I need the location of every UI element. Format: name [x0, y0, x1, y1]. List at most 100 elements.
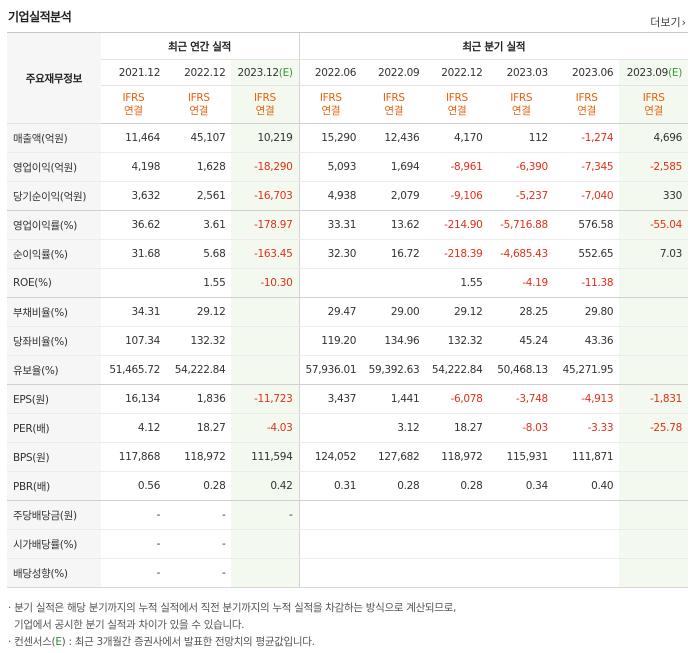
value-cell: -8,961: [425, 152, 489, 182]
value-cell: 134.96: [362, 326, 426, 356]
value-cell: 5.68: [166, 239, 232, 269]
ifrs-header: IFRS 연결: [425, 85, 489, 124]
value-cell: -6,078: [425, 384, 489, 414]
value-cell: 4,170: [425, 123, 489, 153]
footnote-3-e: E: [55, 636, 62, 648]
ifrs-header: IFRS 연결: [231, 85, 300, 124]
period-header: 2023.09(E): [619, 59, 688, 86]
value-cell: 4.12: [100, 413, 167, 443]
value-cell: -5,237: [488, 181, 554, 211]
value-cell: [231, 355, 300, 385]
row-label: 영업이익(억원): [7, 152, 101, 182]
value-cell: 16.72: [362, 239, 426, 269]
ifrs-label: IFRS: [642, 91, 665, 104]
footnote-1: · 분기 실적은 해당 분기까지의 누적 실적에서 직전 분기까지의 누적 실적…: [8, 602, 457, 614]
value-cell: 29.12: [166, 297, 232, 327]
value-cell: [553, 558, 620, 588]
table-row: ROE(%) 1.55 -10.30 1.55 -4.19 -11.38: [7, 268, 688, 298]
row-label: 배당성향(%): [7, 558, 101, 588]
financial-table-body: 매출액(억원) 11,464 45,107 10,219 15,290 12,436 4,1…: [7, 123, 688, 588]
value-cell: 115,931: [488, 442, 554, 472]
value-cell: 1.55: [166, 268, 232, 298]
row-label: 영업이익률(%): [7, 210, 101, 240]
value-cell: -4.03: [231, 413, 300, 443]
value-cell: 28.25: [488, 297, 554, 327]
footnotes: · 분기 실적은 해당 분기까지의 누적 실적에서 직전 분기까지의 누적 실적…: [8, 600, 456, 651]
value-cell: [619, 558, 688, 588]
value-cell: 29.12: [425, 297, 489, 327]
table-row: 유보율(%) 51,465.72 54,222.84 57,936.01 59,392.…: [7, 355, 688, 385]
estimate-mark: (E): [278, 66, 293, 79]
value-cell: 118,972: [166, 442, 232, 472]
value-cell: -218.39: [425, 239, 489, 269]
ifrs-header: IFRS 연결: [488, 85, 554, 124]
footnote-3-post: ) : 최근 3개월간 증권사에서 발표한 전망치의 평균값입니다.: [61, 636, 315, 648]
value-cell: 32.30: [299, 239, 363, 269]
value-cell: 1,441: [362, 384, 426, 414]
value-cell: -4,685.43: [488, 239, 554, 269]
consolidated-label: 연결: [577, 104, 596, 117]
value-cell: 330: [619, 181, 688, 211]
row-label: EPS(원): [7, 384, 101, 414]
ifrs-label: IFRS: [254, 91, 276, 104]
ifrs-header: IFRS 연결: [553, 85, 620, 124]
ifrs-label: IFRS: [510, 91, 533, 104]
value-cell: 1,836: [166, 384, 232, 414]
value-cell: 54,222.84: [425, 355, 489, 385]
value-cell: 3,632: [100, 181, 167, 211]
value-cell: -10.30: [231, 268, 300, 298]
value-cell: 119.20: [299, 326, 363, 356]
consolidated-label: 연결: [384, 104, 404, 117]
value-cell: 1,694: [362, 152, 426, 182]
period-label: 2023.06: [571, 66, 614, 79]
value-cell: -: [100, 558, 167, 588]
value-cell: 132.32: [425, 326, 489, 356]
value-cell: -8.03: [488, 413, 554, 443]
value-cell: 1,628: [166, 152, 232, 182]
value-cell: 12,436: [362, 123, 426, 153]
value-cell: 0.31: [299, 471, 363, 501]
table-top-border: [7, 32, 688, 33]
table-row: 당기순이익(억원) 3,632 2,561 -16,703 4,938 2,079 -9,1…: [7, 181, 688, 211]
value-cell: 13.62: [362, 210, 426, 240]
more-link[interactable]: 더보기›: [650, 14, 686, 30]
value-cell: [362, 529, 426, 559]
row-label: PBR(배): [7, 471, 101, 501]
value-cell: 111,871: [553, 442, 620, 472]
value-cell: [619, 442, 688, 472]
value-cell: 54,222.84: [166, 355, 232, 385]
ifrs-header: IFRS 연결: [299, 85, 363, 124]
group-quarter-header: 최근 분기 실적: [299, 33, 688, 60]
value-cell: -: [166, 558, 232, 588]
table-row: EPS(원) 16,134 1,836 -11,723 3,437 1,441 -6,078…: [7, 384, 688, 414]
value-cell: [619, 297, 688, 327]
value-cell: -: [100, 529, 167, 559]
footnote-3: · 컨센서스(E) : 최근 3개월간 증권사에서 발표한 전망치의 평균값입니…: [8, 634, 456, 651]
value-cell: 29.00: [362, 297, 426, 327]
table-row: 배당성향(%) - -: [7, 558, 688, 588]
ifrs-label: IFRS: [446, 91, 468, 104]
value-cell: -: [231, 500, 300, 530]
value-cell: [619, 326, 688, 356]
value-cell: 124,052: [299, 442, 363, 472]
consolidated-label: 연결: [124, 104, 143, 117]
value-cell: [553, 500, 620, 530]
period-header-row: 2021.12 2022.12 2023.12(E) 2022.06 2022.09 20…: [7, 59, 688, 86]
value-cell: [425, 529, 489, 559]
value-cell: 7.03: [619, 239, 688, 269]
table-row: 매출액(억원) 11,464 45,107 10,219 15,290 12,436 4,1…: [7, 123, 688, 153]
table-row: PER(배) 4.12 18.27 -4.03 3.12 18.27 -8.03 -3.33-…: [7, 413, 688, 443]
period-header: 2022.12: [425, 59, 489, 86]
consolidated-label: 연결: [189, 104, 209, 117]
row-label: BPS(원): [7, 442, 101, 472]
value-cell: 3.61: [166, 210, 232, 240]
value-cell: 3,437: [299, 384, 363, 414]
value-cell: 15,290: [299, 123, 363, 153]
value-cell: 3.12: [362, 413, 426, 443]
value-cell: 29.80: [553, 297, 620, 327]
value-cell: 16,134: [100, 384, 167, 414]
value-cell: 127,682: [362, 442, 426, 472]
value-cell: 43.36: [553, 326, 620, 356]
value-cell: -11.38: [553, 268, 620, 298]
value-cell: 111,594: [231, 442, 300, 472]
